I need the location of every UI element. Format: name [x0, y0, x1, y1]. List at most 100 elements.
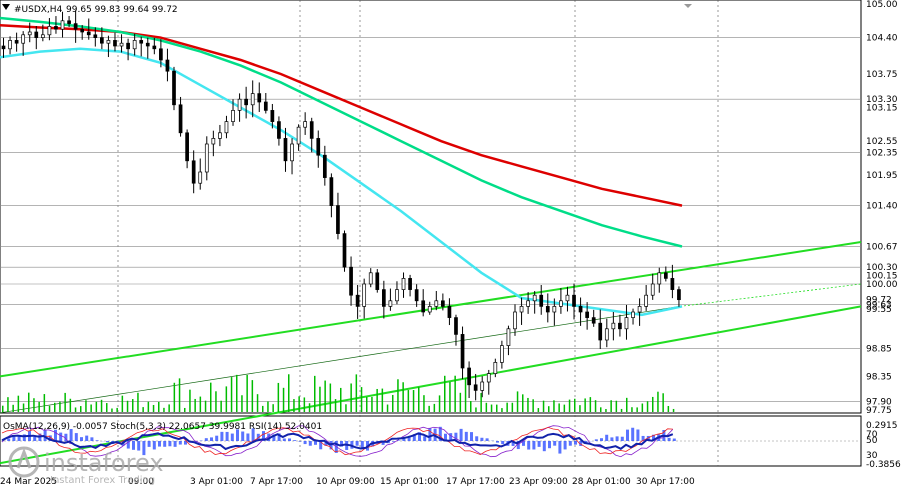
candle-body [80, 28, 85, 33]
ohlc-readout: 99.65 99.83 99.64 99.72 [66, 5, 178, 15]
candle-body [67, 20, 71, 24]
volume-bar [652, 396, 654, 412]
price-axis-label: 103.30 [866, 95, 898, 105]
osma-bar [579, 441, 583, 446]
volume-bar [449, 381, 451, 412]
candle-body [637, 306, 642, 313]
candle-body [296, 126, 301, 145]
volume-bar [100, 399, 103, 412]
candle-body [93, 34, 98, 38]
volume-bar [106, 403, 108, 412]
osma-bar [85, 435, 89, 441]
volume-bar [620, 408, 623, 412]
candle-body [100, 37, 104, 44]
osma-bar [438, 426, 442, 441]
dropdown-triangle-icon[interactable] [2, 4, 10, 10]
osma-bar [184, 441, 187, 445]
volume-bar [381, 388, 384, 412]
osma-bar [501, 441, 505, 445]
osma-bar [667, 437, 671, 441]
osma-bar [90, 437, 94, 441]
candle-body [559, 300, 563, 307]
volume-bar [251, 380, 254, 412]
volume-bar [2, 405, 4, 412]
candle-body [283, 138, 288, 162]
osma-bar [163, 441, 167, 447]
volume-bar [371, 396, 373, 412]
candle-body [506, 328, 511, 346]
volume-bar [459, 392, 462, 412]
candle-body [145, 42, 150, 47]
candle-body [113, 40, 117, 47]
indicator-axis-label: 70 [866, 430, 878, 440]
price-axis-label: 99.55 [866, 305, 892, 315]
candle-body [54, 26, 58, 30]
osma-bar [293, 440, 297, 441]
volume-bar [584, 398, 586, 412]
osma-bar [215, 435, 219, 441]
osma-bar [428, 427, 432, 441]
volume-bar [516, 391, 519, 412]
volume-bar [147, 401, 150, 412]
volume-bar [80, 406, 82, 412]
volume-bar [22, 403, 25, 412]
osma-bar [54, 429, 57, 441]
osma-bar [168, 441, 172, 447]
candle-body [132, 40, 137, 50]
osma-bar [563, 441, 567, 450]
candle-body [480, 381, 485, 391]
candle-body [211, 138, 216, 145]
volume-bar [475, 407, 477, 412]
volume-bar [657, 391, 659, 412]
osma-bar [17, 435, 21, 441]
osma-bar [74, 433, 78, 441]
candle-body [362, 283, 367, 307]
osma-bar [381, 441, 385, 445]
volume-bar [615, 400, 618, 412]
osma-bar [80, 437, 83, 441]
osma-bar [324, 441, 328, 446]
candle-body [290, 143, 294, 162]
osma-bar [610, 437, 614, 441]
osma-bar [262, 431, 265, 441]
osma-bar [423, 436, 427, 441]
osma-bar [537, 441, 541, 447]
candle-body [604, 328, 609, 341]
rsi-line [1, 432, 674, 451]
candle-body [486, 373, 491, 383]
volume-bar [329, 383, 332, 412]
volume-bar [672, 408, 675, 412]
osma-bar [392, 441, 395, 442]
main-plot-frame [0, 0, 862, 414]
candle-body [27, 31, 32, 36]
osma-bar [147, 441, 151, 447]
volume-bar [402, 382, 404, 412]
indicator-axis-label: 0.2915 [866, 421, 898, 431]
candle-body [500, 345, 504, 363]
candle-body [139, 40, 144, 44]
osma-bar [106, 441, 109, 443]
osma-bar [418, 432, 421, 441]
price-axis-label: 97.90 [866, 398, 892, 408]
candle-body [585, 311, 589, 318]
candle-body [106, 40, 111, 44]
volume-bar [501, 408, 503, 412]
volume-bar [277, 382, 280, 412]
volume-bar [272, 404, 274, 412]
volume-bar [563, 404, 566, 412]
osma-bar [646, 435, 650, 441]
candle-body [126, 42, 130, 50]
volume-bar [85, 400, 87, 412]
candle-body [414, 289, 419, 302]
volume-bar [496, 404, 498, 412]
volume-bar [350, 383, 352, 412]
time-axis-label: 15 Apr 01:00 [380, 477, 439, 487]
candle-body [677, 289, 681, 301]
scroll-marker-icon[interactable] [684, 4, 692, 8]
candle-body [8, 40, 12, 50]
volume-bar [69, 398, 72, 412]
volume-bar [506, 402, 508, 412]
volume-bar [412, 390, 415, 412]
volume-bar [241, 395, 243, 412]
